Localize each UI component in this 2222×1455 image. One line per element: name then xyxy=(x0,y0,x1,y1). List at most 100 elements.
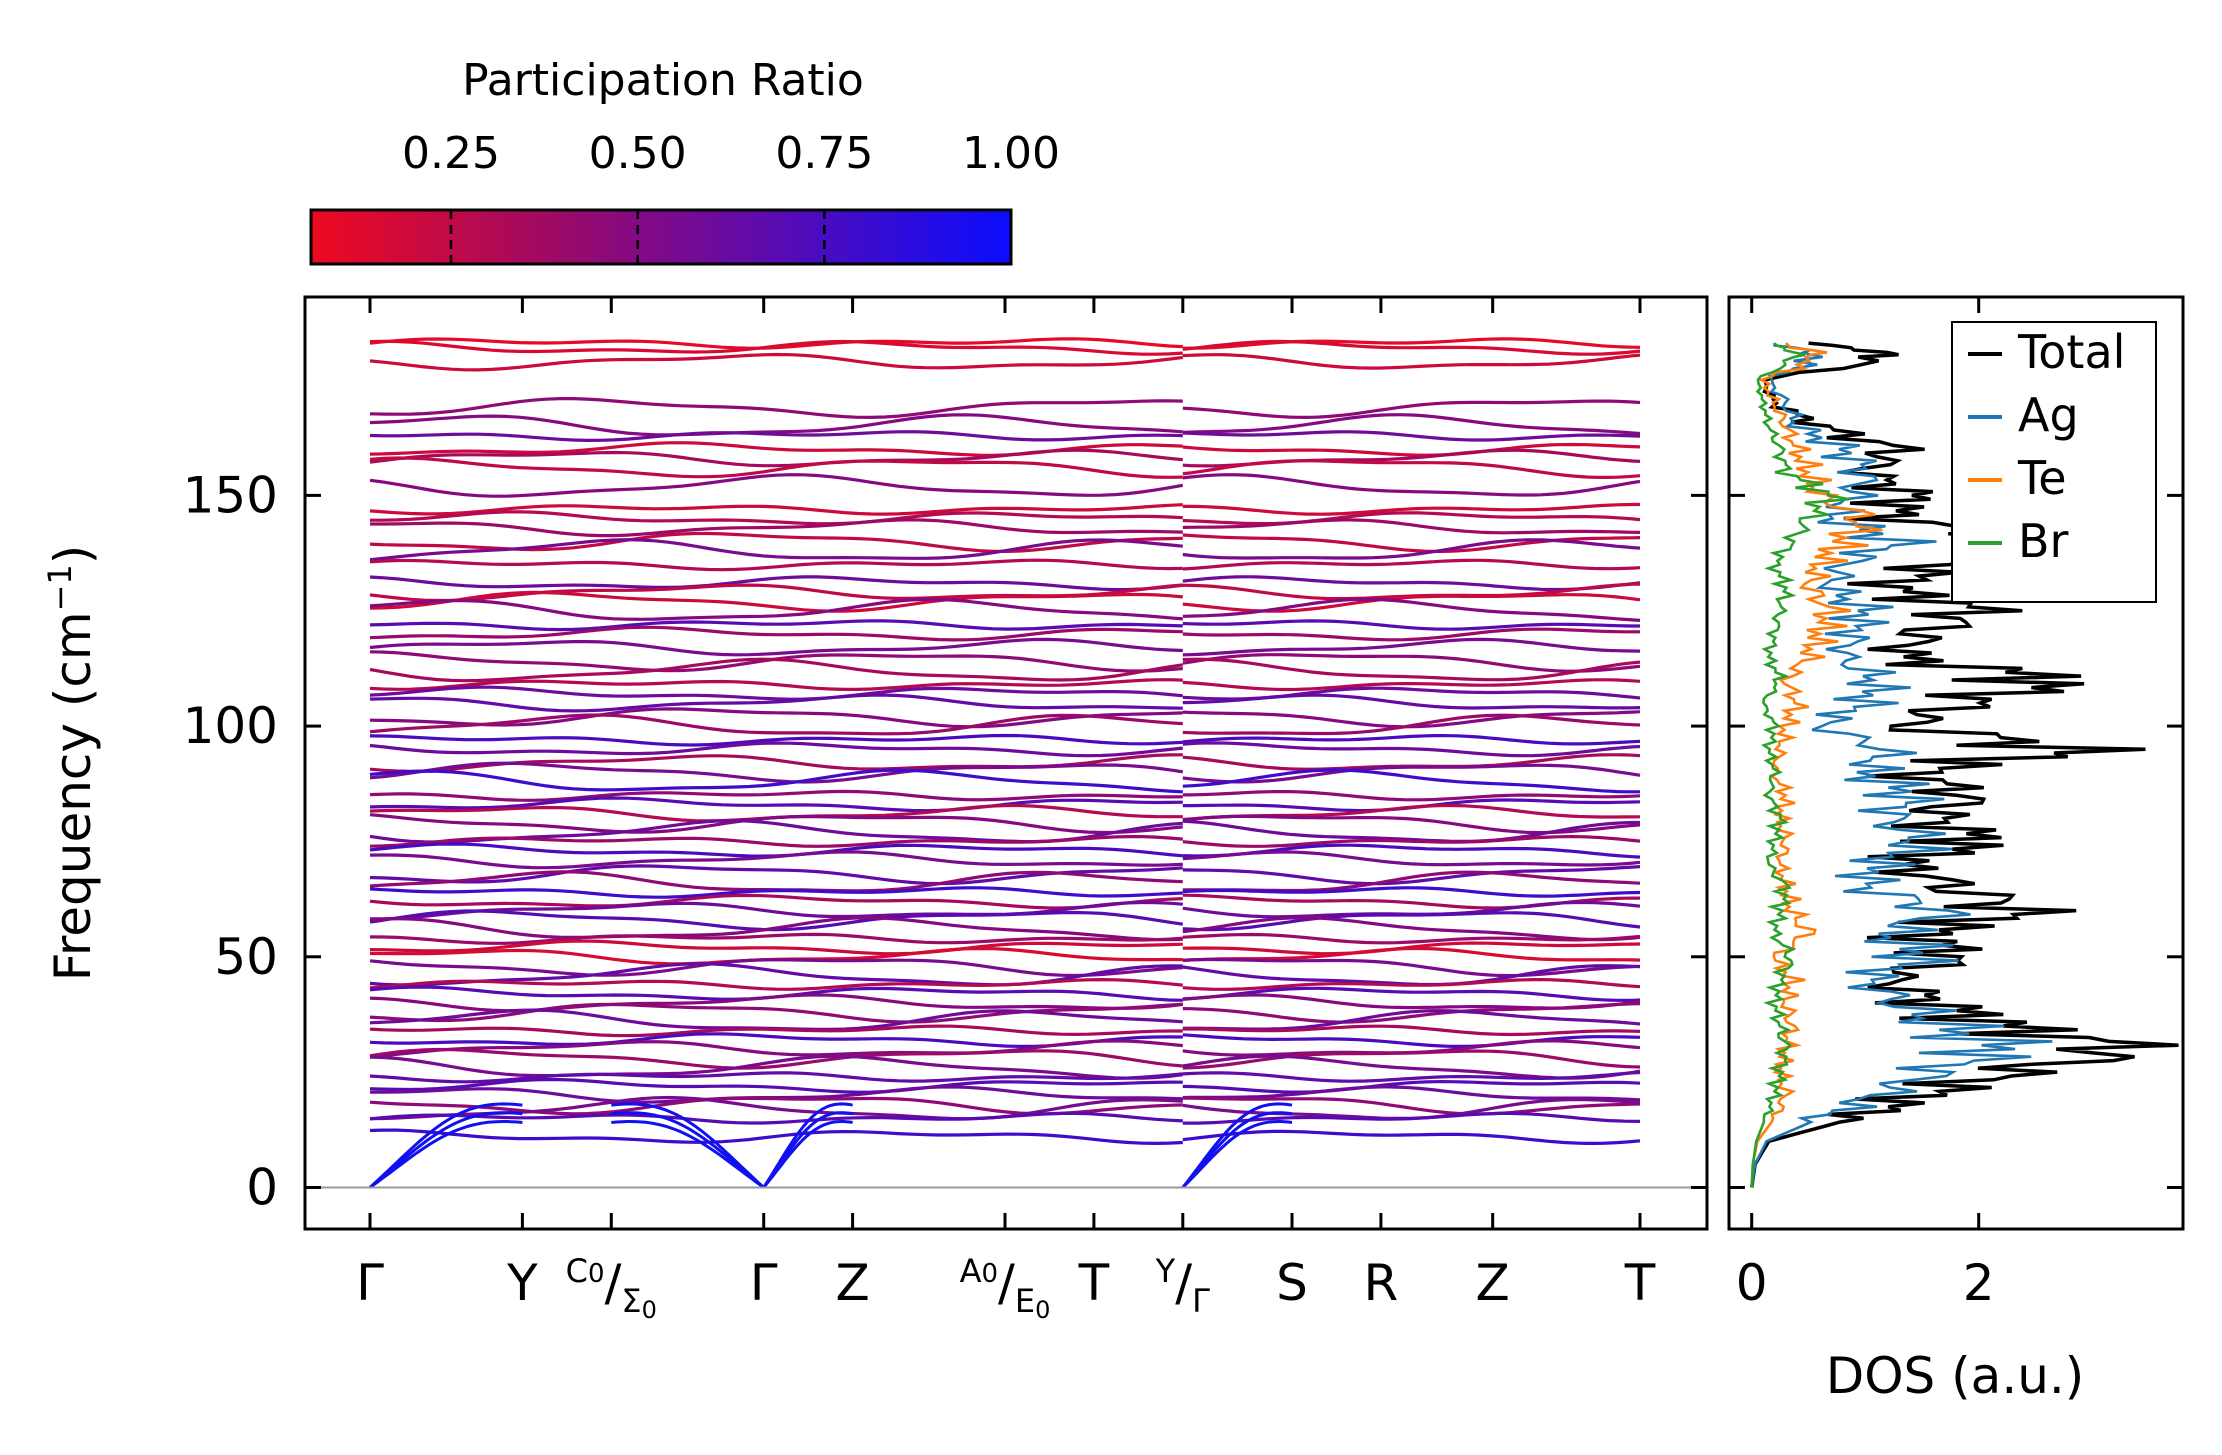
phonon-band xyxy=(369,619,1183,632)
phonon-band xyxy=(369,1111,1183,1125)
phonon-band xyxy=(1182,1096,1641,1116)
acoustic-branch xyxy=(611,1102,765,1189)
dos-plot-frame xyxy=(1727,295,2185,1231)
band-lines xyxy=(368,337,1641,1199)
phonon-band xyxy=(1182,768,1640,794)
phonon-band xyxy=(369,339,1183,356)
phonon-band xyxy=(1182,653,1641,673)
phonon-band xyxy=(369,932,1183,945)
dos-lines xyxy=(1749,341,2179,1188)
phonon-band xyxy=(369,713,1183,736)
phonon-band xyxy=(1182,1079,1641,1094)
dos-legend: Total Ag Te Br xyxy=(1951,321,2157,603)
phonon-band xyxy=(369,538,1183,562)
legend-frame xyxy=(1951,321,2157,603)
phonon-band xyxy=(1182,430,1641,442)
band-x-tick-label: Z xyxy=(835,1254,869,1312)
phonon-band xyxy=(369,741,1183,758)
band-x-tick-label: Γ xyxy=(750,1254,778,1312)
phonon-band xyxy=(369,939,1183,956)
phonon-band xyxy=(369,733,1183,747)
phonon-band xyxy=(369,1002,1183,1024)
legend-entries: Total Ag Te Br xyxy=(1968,325,2125,568)
phonon-band xyxy=(369,657,1184,683)
band-x-tick-label: T xyxy=(1078,1254,1110,1312)
phonon-band xyxy=(1182,1049,1641,1070)
phonon-band xyxy=(369,558,1183,572)
phonon-band xyxy=(369,1008,1183,1031)
phonon-band xyxy=(369,637,1183,657)
band-y-tick-label: 0 xyxy=(246,1158,278,1216)
band-y-axis-label: Frequency (cm−1) xyxy=(41,545,102,982)
phonon-band xyxy=(369,678,1183,691)
phonon-band xyxy=(1182,575,1641,592)
band-x-tick-label: Z xyxy=(1476,1254,1510,1312)
phonon-band xyxy=(370,518,1183,538)
phonon-band xyxy=(369,473,1184,498)
phonon-band xyxy=(1182,686,1641,701)
phonon-band xyxy=(369,789,1183,802)
band-x-tick-label: T xyxy=(1624,1254,1656,1312)
dos-series-total xyxy=(1749,341,2179,1188)
phonon-band xyxy=(1182,693,1641,710)
acoustic-branch xyxy=(762,1120,853,1189)
phonon-band xyxy=(1182,637,1641,657)
legend-label: Te xyxy=(2017,451,2067,505)
phonon-band xyxy=(1182,865,1641,886)
colorbar-tick-label: 0.75 xyxy=(775,128,873,179)
phonon-band xyxy=(369,768,1183,794)
colorbar-ticks: 0.25 0.50 0.75 1.00 xyxy=(402,128,1060,264)
band-x-tick-label: Γ xyxy=(356,1254,384,1312)
phonon-band xyxy=(1182,790,1641,802)
acoustic-branch xyxy=(1181,1102,1293,1189)
acoustic-branch xyxy=(611,1111,765,1189)
phonon-band xyxy=(1182,834,1641,848)
phonon-band xyxy=(1182,850,1641,867)
phonon-band xyxy=(1182,1085,1641,1102)
phonon-band xyxy=(1182,713,1641,736)
phonon-band xyxy=(1182,538,1641,560)
phonon-band xyxy=(1182,442,1641,457)
acoustic-branch xyxy=(1181,1111,1293,1189)
phonon-band xyxy=(369,575,1183,592)
phonon-band xyxy=(369,625,1183,642)
acoustic-branch xyxy=(762,1102,853,1189)
phonon-band xyxy=(369,977,1183,991)
phonon-band xyxy=(369,456,1183,479)
band-plot-frame xyxy=(303,295,1709,1231)
phonon-band xyxy=(1182,978,1641,991)
phonon-band xyxy=(1182,657,1641,682)
phonon-band xyxy=(369,796,1183,813)
phonon-band xyxy=(369,1054,1183,1080)
acoustic-branch xyxy=(368,1102,523,1189)
phonon-band xyxy=(1182,1070,1641,1083)
phonon-band xyxy=(1182,339,1641,356)
phonon-band xyxy=(369,850,1183,870)
phonon-band xyxy=(370,510,1183,526)
acoustic-branch xyxy=(611,1120,765,1189)
band-x-tick-label: Y/Γ xyxy=(1155,1252,1210,1320)
band-y-tick-label: 150 xyxy=(183,466,278,524)
phonon-band xyxy=(1182,946,1641,962)
phonon-band xyxy=(1182,511,1641,526)
phonon-band xyxy=(1182,558,1641,571)
phonon-band xyxy=(1182,741,1641,758)
phonon-band xyxy=(1182,986,1641,1003)
phonon-band xyxy=(369,893,1183,910)
phonon-band xyxy=(369,1096,1183,1116)
phonon-band xyxy=(1182,911,1641,932)
phonon-band xyxy=(1182,413,1641,436)
phonon-band xyxy=(1182,619,1640,631)
phonon-band xyxy=(369,685,1183,701)
phonon-band xyxy=(1182,459,1641,479)
phonon-band xyxy=(369,430,1183,443)
phonon-band xyxy=(369,590,1183,613)
band-x-tick-label: A0/E0 xyxy=(960,1252,1051,1324)
legend-label: Br xyxy=(2018,514,2069,568)
phonon-band xyxy=(1182,353,1641,370)
phonon-band xyxy=(369,448,1183,468)
dos-x-axis-label: DOS (a.u.) xyxy=(1826,1347,2085,1405)
